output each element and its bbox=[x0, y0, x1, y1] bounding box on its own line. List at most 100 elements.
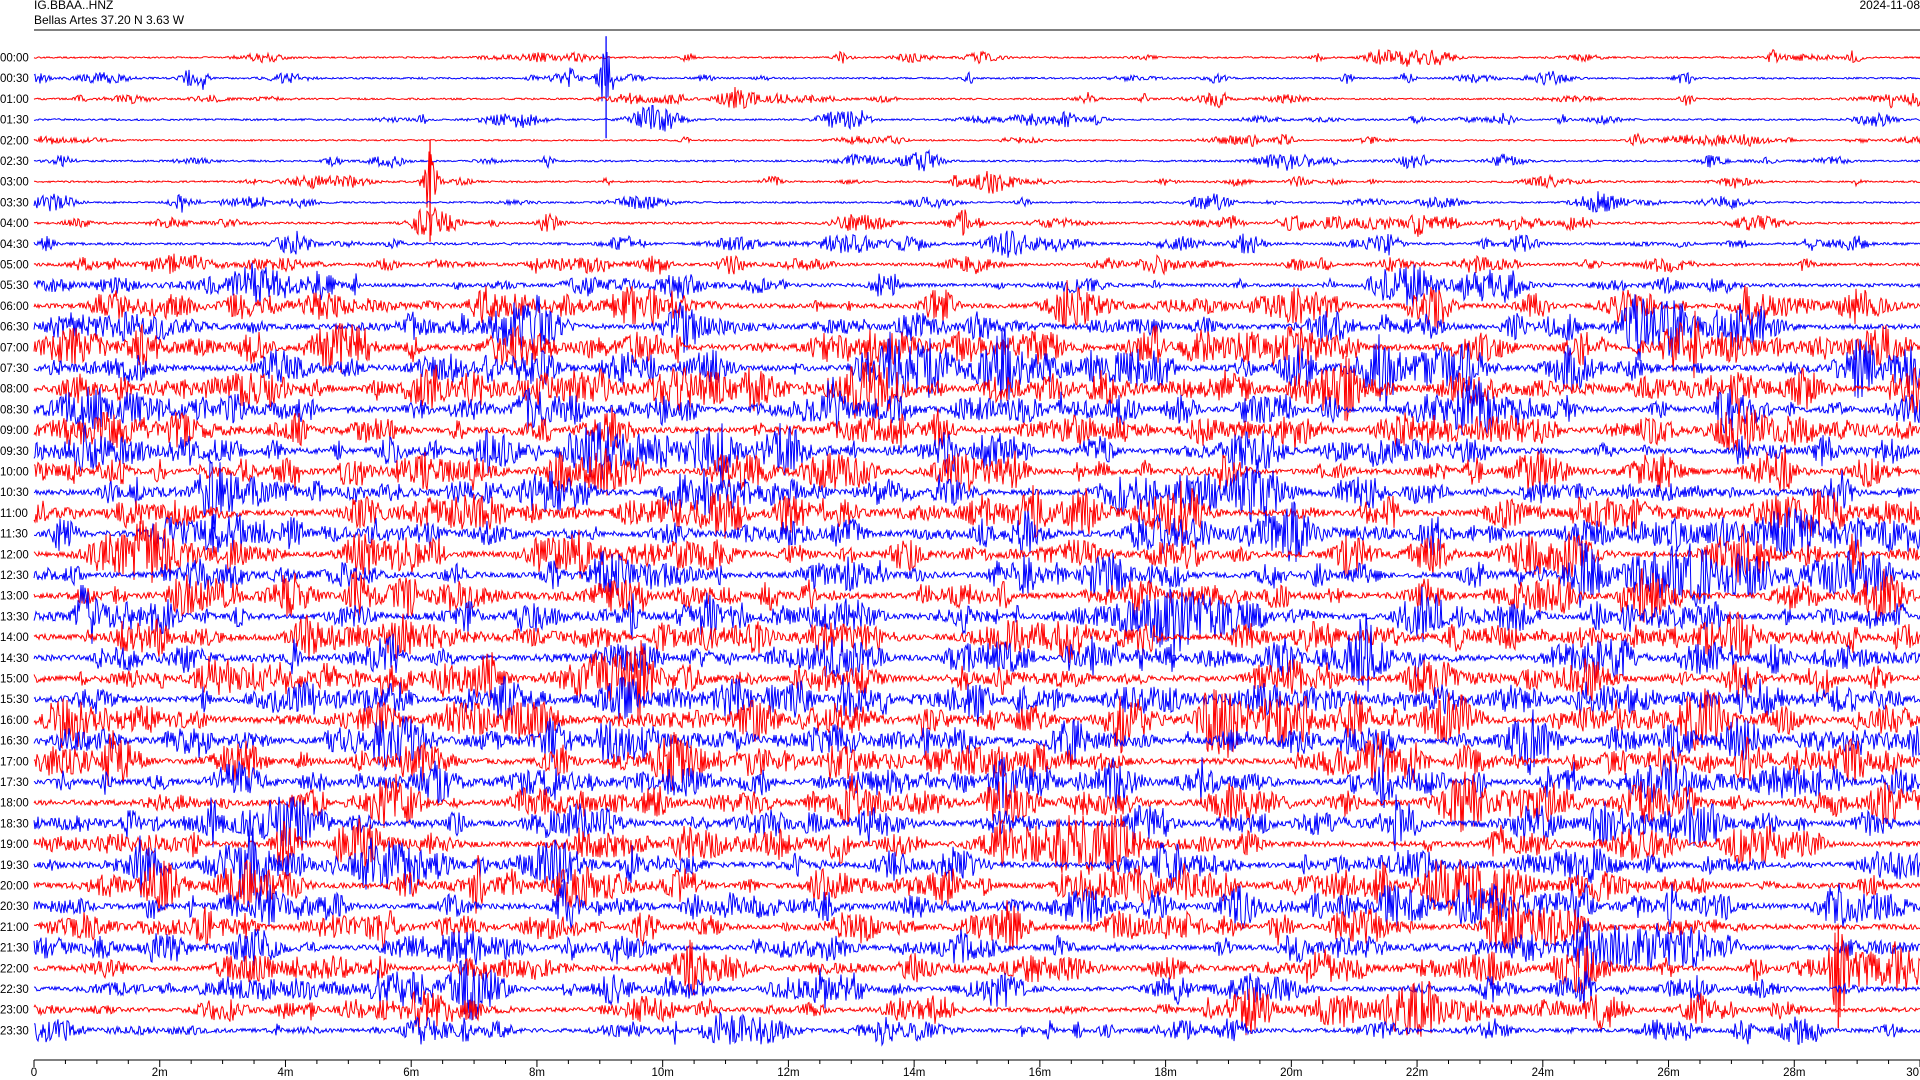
trace-1630 bbox=[33, 709, 1920, 776]
row-label: 04:00 bbox=[0, 218, 29, 230]
row-label: 08:00 bbox=[0, 384, 29, 396]
x-tick-label: 4m bbox=[277, 1067, 293, 1079]
trace-0230 bbox=[33, 149, 1920, 172]
row-label: 08:30 bbox=[0, 404, 29, 416]
trace-1230 bbox=[33, 542, 1920, 608]
station-location: Bellas Artes 37.20 N 3.63 W bbox=[34, 13, 185, 27]
row-label: 20:00 bbox=[0, 881, 29, 893]
trace-1130 bbox=[33, 501, 1920, 563]
trace-2000 bbox=[33, 855, 1920, 918]
trace-0800 bbox=[33, 356, 1920, 422]
row-label: 10:30 bbox=[0, 487, 29, 499]
trace-0530 bbox=[33, 262, 1920, 307]
trace-1100 bbox=[33, 480, 1920, 546]
trace-0130 bbox=[33, 104, 1920, 132]
row-label: 02:30 bbox=[0, 156, 29, 168]
row-label: 17:00 bbox=[0, 756, 29, 768]
row-label: 06:30 bbox=[0, 322, 29, 334]
trace-2030 bbox=[33, 879, 1920, 934]
trace-2200 bbox=[33, 932, 1920, 1018]
trace-2330 bbox=[33, 1010, 1920, 1047]
x-tick-label: 8m bbox=[529, 1067, 545, 1079]
trace-group bbox=[33, 36, 1920, 1047]
x-tick-label: 26m bbox=[1657, 1067, 1679, 1079]
row-label: 02:00 bbox=[0, 135, 29, 147]
x-tick-label: 6m bbox=[403, 1067, 419, 1079]
row-label: 20:30 bbox=[0, 901, 29, 913]
station-code: IG.BBAA..HNZ bbox=[34, 0, 114, 12]
row-label: 21:30 bbox=[0, 943, 29, 955]
row-label: 06:00 bbox=[0, 301, 29, 313]
x-tick-label: 24m bbox=[1532, 1067, 1554, 1079]
row-label: 15:30 bbox=[0, 694, 29, 706]
row-label: 22:00 bbox=[0, 963, 29, 975]
time-axis: 0 2m 4m 6m 8m 10m 12m 14m 16m 18m 20m 22m 24m 26m 28m 3… bbox=[31, 1059, 1920, 1079]
row-label: 18:00 bbox=[0, 798, 29, 810]
row-label: 00:30 bbox=[0, 73, 29, 85]
plot-date: 2024-11-08 bbox=[1859, 0, 1920, 12]
row-label: 21:00 bbox=[0, 922, 29, 934]
trace-1900 bbox=[33, 814, 1920, 879]
row-label: 04:30 bbox=[0, 239, 29, 251]
trace-0400 bbox=[33, 206, 1920, 237]
row-label: 16:30 bbox=[0, 736, 29, 748]
row-label: 07:00 bbox=[0, 342, 29, 354]
trace-0300 bbox=[34, 151, 1920, 209]
row-label: 05:30 bbox=[0, 280, 29, 292]
row-label: 18:30 bbox=[0, 818, 29, 830]
trace-0930 bbox=[33, 422, 1920, 482]
trace-1730 bbox=[33, 755, 1920, 810]
trace-1930 bbox=[33, 826, 1920, 898]
trace-1700 bbox=[33, 730, 1920, 791]
row-label: 09:30 bbox=[0, 446, 29, 458]
trace-1600 bbox=[33, 688, 1920, 758]
trace-1830 bbox=[33, 794, 1920, 852]
trace-1300 bbox=[33, 568, 1920, 623]
trace-0500 bbox=[33, 253, 1920, 276]
trace-1800 bbox=[33, 771, 1920, 833]
trace-1500 bbox=[33, 640, 1920, 720]
trace-1030 bbox=[33, 460, 1920, 532]
row-label: 11:30 bbox=[0, 529, 28, 541]
trace-0700 bbox=[33, 310, 1920, 379]
row-label: 22:30 bbox=[0, 984, 29, 996]
row-label: 11:00 bbox=[0, 508, 28, 520]
trace-0330 bbox=[33, 191, 1920, 213]
row-label: 01:00 bbox=[0, 94, 29, 106]
row-label: 01:30 bbox=[0, 115, 29, 127]
x-tick-label: 10m bbox=[651, 1067, 673, 1079]
row-label: 12:30 bbox=[0, 570, 29, 582]
x-tick-label: 0 bbox=[31, 1067, 37, 1079]
row-label: 10:00 bbox=[0, 467, 29, 479]
row-label: 17:30 bbox=[0, 777, 29, 789]
trace-0830 bbox=[33, 376, 1920, 436]
row-label: 14:30 bbox=[0, 653, 29, 665]
row-label: 13:00 bbox=[0, 591, 29, 603]
trace-0030 bbox=[33, 51, 1920, 102]
row-label-group: 00:00 00:30 01:00 01:30 02:00 02:30 03:00 03:30… bbox=[0, 53, 29, 1038]
x-tick-label: 16m bbox=[1029, 1067, 1051, 1079]
trace-0900 bbox=[33, 398, 1920, 459]
trace-1200 bbox=[33, 520, 1920, 583]
row-label: 15:00 bbox=[0, 674, 29, 686]
row-label: 05:00 bbox=[0, 260, 29, 272]
row-label: 03:00 bbox=[0, 177, 29, 189]
trace-1530 bbox=[33, 672, 1920, 725]
trace-1000 bbox=[33, 447, 1920, 496]
x-tick-label: 28m bbox=[1783, 1067, 1805, 1079]
trace-0600 bbox=[33, 280, 1920, 329]
row-label: 23:30 bbox=[0, 1025, 29, 1037]
trace-0100 bbox=[33, 86, 1920, 110]
trace-0730 bbox=[33, 326, 1920, 410]
trace-2300 bbox=[33, 980, 1920, 1037]
x-tick-label: 14m bbox=[903, 1067, 925, 1079]
row-label: 13:30 bbox=[0, 611, 29, 623]
row-label: 09:00 bbox=[0, 425, 29, 437]
x-tick-label: 2m bbox=[152, 1067, 168, 1079]
x-tick-label: 12m bbox=[777, 1067, 799, 1079]
row-label: 07:30 bbox=[0, 363, 29, 375]
row-label: 03:30 bbox=[0, 197, 29, 209]
x-tick-label: 20m bbox=[1280, 1067, 1302, 1079]
row-label: 19:30 bbox=[0, 860, 29, 872]
row-label: 14:00 bbox=[0, 632, 29, 644]
